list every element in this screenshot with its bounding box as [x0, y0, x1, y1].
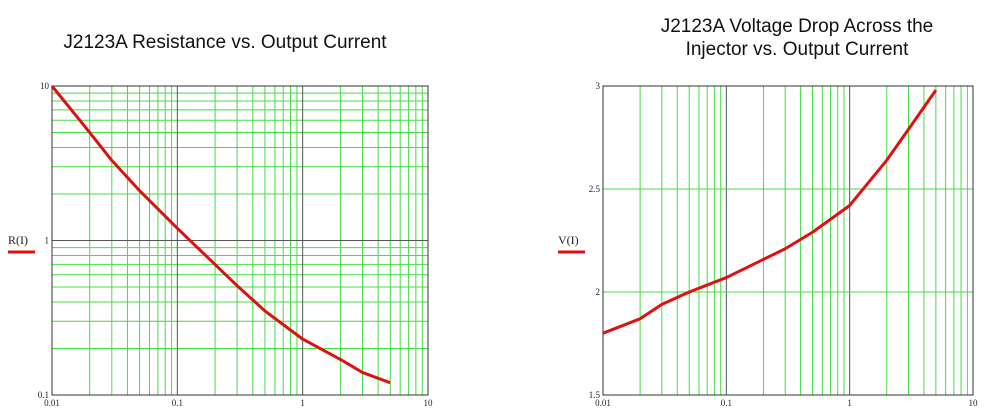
chart-title: Injector vs. Output Current [686, 39, 910, 60]
plot-frame [51, 85, 429, 396]
y-tick-label: 2.5 [589, 184, 601, 194]
x-tick-label: 1 [300, 398, 305, 408]
data-line [602, 89, 938, 335]
chart-title: J2123A Voltage Drop Across the [661, 16, 934, 37]
x-tick-label: 10 [969, 398, 979, 408]
x-tick-label: 10 [424, 398, 434, 408]
x-tick-label: 0.01 [595, 398, 611, 408]
axis-label: R(I) [8, 233, 28, 247]
y-tick-label: 1 [45, 236, 50, 246]
y-tick-label: 2 [596, 287, 601, 297]
y-tick-label: 0.1 [38, 390, 49, 400]
x-tick-label: 0.1 [172, 398, 183, 408]
chart: J2123A Resistance vs. Output Current 0.01… [8, 32, 433, 408]
y-tick-label: 3 [596, 81, 601, 91]
axis-label: V(I) [558, 233, 579, 247]
chart-title: J2123A Resistance vs. Output Current [63, 32, 387, 53]
x-tick-label: 0.1 [721, 398, 732, 408]
y-tick-label: 1.5 [589, 390, 601, 400]
plot-frame [602, 85, 974, 396]
y-tick-label: 10 [40, 81, 50, 91]
x-tick-label: 1 [847, 398, 852, 408]
x-tick-label: 0.01 [44, 398, 60, 408]
data-line [50, 85, 391, 385]
